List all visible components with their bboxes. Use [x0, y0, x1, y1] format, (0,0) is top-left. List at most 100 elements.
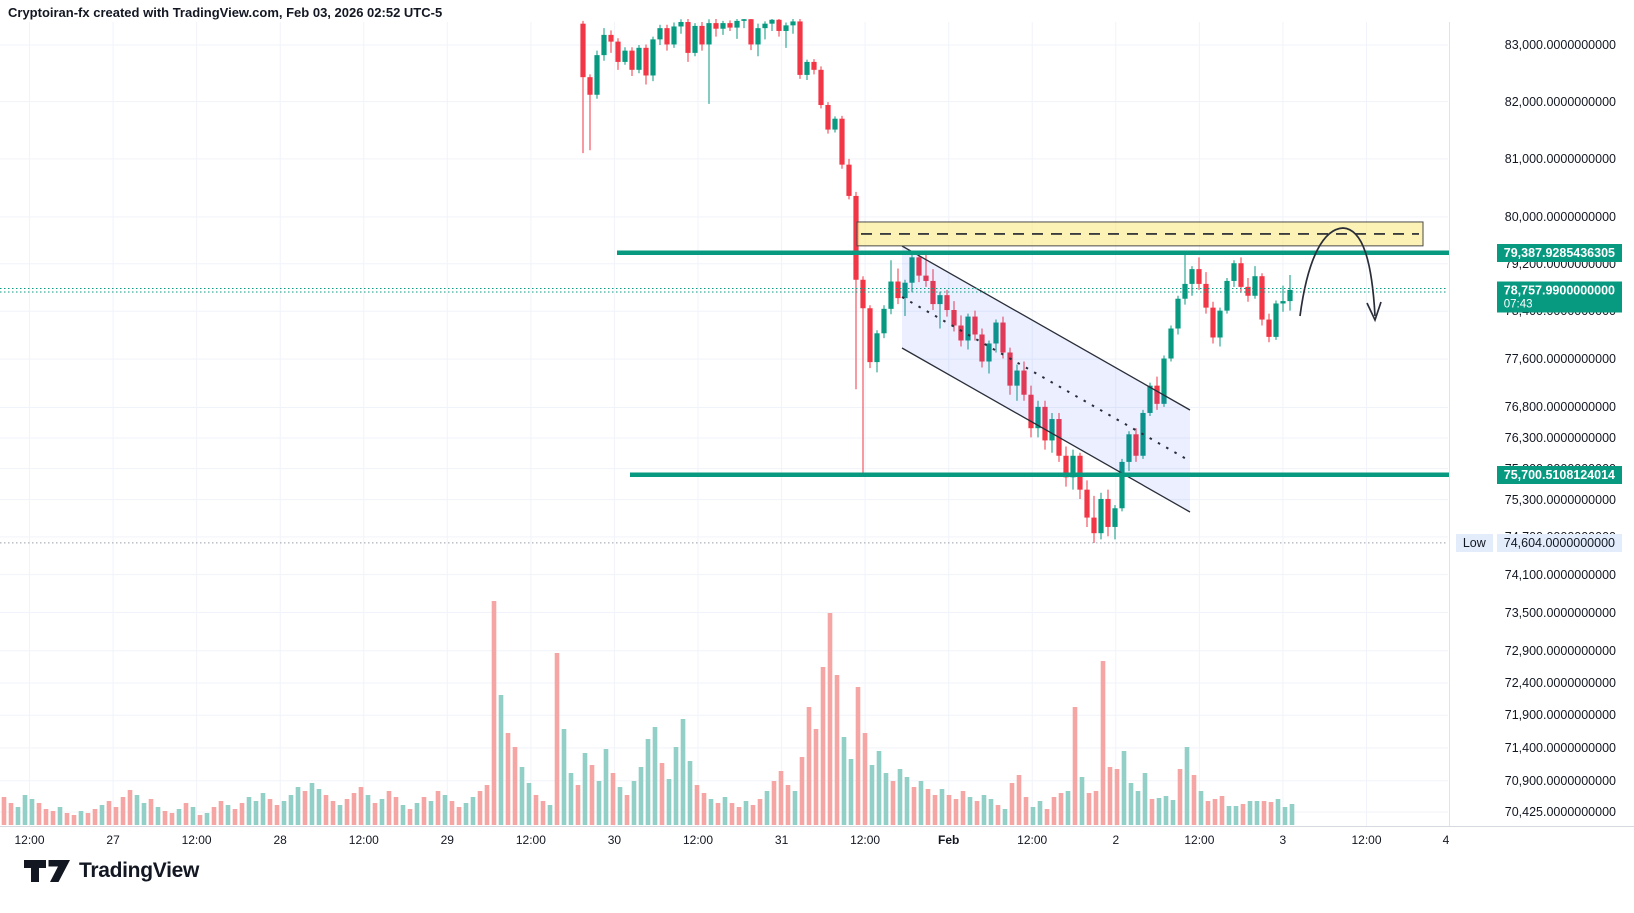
candle-body	[1161, 358, 1167, 404]
volume-bar	[211, 807, 217, 825]
volume-bar	[50, 811, 56, 825]
volume-bar	[358, 787, 364, 825]
volume-bar	[379, 799, 385, 825]
volume-bar	[127, 790, 133, 825]
volume-bar	[323, 795, 329, 825]
volume-bar	[946, 795, 952, 825]
projection-arrow[interactable]	[1299, 227, 1376, 317]
low-label-chip: Low	[1455, 533, 1493, 552]
candle-body	[1042, 406, 1048, 441]
price-axis[interactable]: 83,000.0000000000 82,000.0000000000 81,000…	[1448, 0, 1634, 826]
volume-bar	[365, 795, 371, 825]
volume-bar	[1254, 801, 1260, 825]
volume-bar	[1163, 796, 1169, 825]
candle-body	[909, 257, 915, 283]
candle-body	[930, 280, 936, 305]
channel-median-dotted-line[interactable]	[901, 296, 1191, 462]
candles-layer	[580, 19, 1293, 543]
volume-bar	[638, 767, 644, 825]
volume-bar	[631, 781, 637, 825]
volume-bar	[176, 809, 182, 825]
candle-body	[1266, 319, 1272, 337]
volume-bar	[99, 805, 105, 825]
volume-bar	[575, 785, 581, 825]
price-axis-label: 77,600.0000000000	[1504, 352, 1616, 367]
time-axis-label: 27	[106, 833, 120, 847]
candle-body	[671, 26, 677, 45]
candle-body	[601, 34, 607, 56]
time-axis-label: 12:00	[850, 833, 881, 847]
candle-body	[776, 19, 782, 31]
parallel-channel-fill[interactable]	[902, 246, 1190, 512]
volume-bar	[218, 801, 224, 825]
volume-bar	[673, 747, 679, 825]
time-axis-label: 12:00	[1017, 833, 1048, 847]
channel-lower-line[interactable]	[901, 347, 1191, 513]
volume-bar	[1212, 799, 1218, 825]
candle-body	[664, 28, 670, 45]
volume-bar	[197, 815, 203, 825]
candle-body	[1189, 269, 1195, 284]
volume-bar	[834, 675, 840, 825]
candle-body	[755, 28, 761, 45]
volume-bar	[1261, 801, 1267, 825]
candle-body	[1112, 508, 1118, 527]
candle-body	[825, 105, 831, 130]
channel-upper-line[interactable]	[901, 245, 1191, 411]
time-axis[interactable]: 12:00 27 12:00 28 12:00 29 12:00 30 12:00 31 12:00…	[0, 827, 1634, 857]
candle-body	[629, 50, 635, 70]
time-axis-label: 3	[1279, 833, 1287, 847]
volume-bar	[694, 785, 700, 825]
candle-body	[944, 295, 950, 311]
volume-bar	[1177, 769, 1183, 825]
candle-body	[958, 325, 964, 341]
candle-body	[1014, 370, 1020, 386]
volume-bar	[1100, 661, 1106, 825]
volume-bar	[876, 751, 882, 825]
volume-bar	[932, 795, 938, 825]
candle-body	[937, 295, 943, 305]
volume-bar	[1065, 791, 1071, 825]
volume-bar	[169, 813, 175, 825]
candle-body	[1091, 517, 1097, 534]
price-axis-label: 82,000.0000000000	[1504, 94, 1616, 109]
volume-bar	[1247, 801, 1253, 825]
volume-bar	[183, 803, 189, 825]
candle-body	[734, 20, 740, 28]
volume-bar	[680, 719, 686, 825]
volume-bar	[911, 787, 917, 825]
tradingview-logo[interactable]: TradingView	[24, 858, 199, 884]
volume-bar	[554, 653, 560, 825]
volume-bar	[414, 803, 420, 825]
volume-bar	[1002, 809, 1008, 825]
candle-body	[1063, 455, 1069, 478]
volume-bar	[477, 791, 483, 825]
volume-bar	[267, 799, 273, 825]
candle-body	[713, 23, 719, 29]
volume-bar	[288, 795, 294, 825]
volume-bar	[92, 809, 98, 825]
chart-pane[interactable]	[0, 0, 1634, 826]
volume-bar	[1086, 793, 1092, 825]
volume-bar	[1149, 799, 1155, 825]
volume-bar	[715, 803, 721, 825]
volume-bar	[750, 805, 756, 825]
price-axis-label: 73,500.0000000000	[1504, 605, 1616, 620]
time-axis-label: 31	[774, 833, 789, 847]
volume-bar	[757, 799, 763, 825]
candle-body	[1168, 328, 1174, 359]
supply-zone-rectangle[interactable]	[856, 221, 1424, 247]
volume-bar	[743, 801, 749, 825]
volume-bar	[981, 795, 987, 825]
volume-bar	[239, 803, 245, 825]
volume-bar	[260, 793, 266, 825]
candle-body	[1196, 269, 1202, 284]
volume-bar	[29, 799, 35, 825]
candle-body	[972, 316, 978, 335]
candle-body	[1000, 322, 1006, 353]
volume-bar	[939, 789, 945, 825]
volume-bar	[442, 795, 448, 825]
volume-bar	[701, 793, 707, 825]
volume-bar	[687, 761, 693, 825]
volume-bar	[64, 813, 70, 825]
